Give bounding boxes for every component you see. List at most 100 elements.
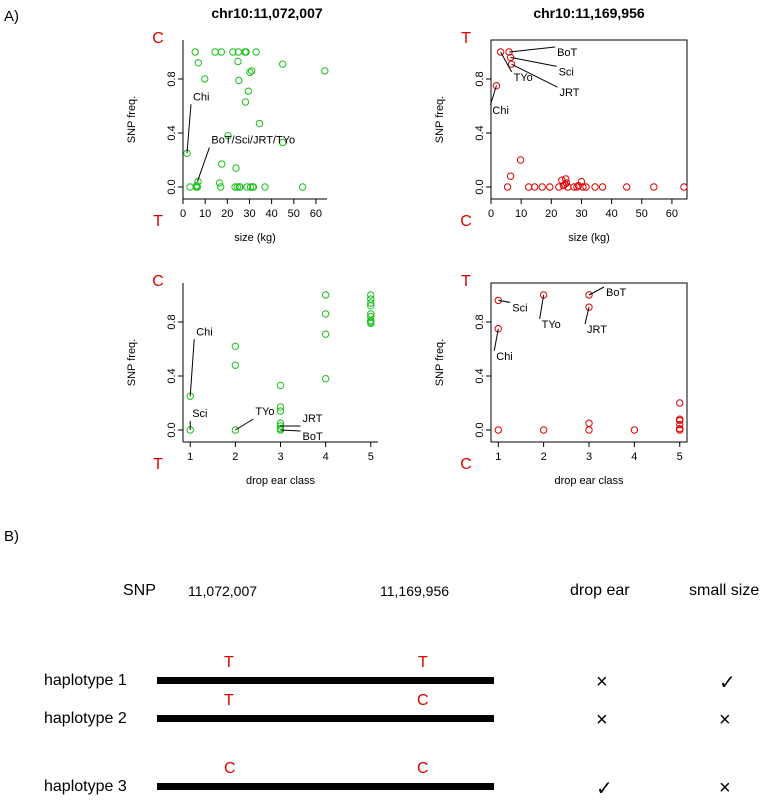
data-point bbox=[585, 419, 593, 427]
annotation-label: TYo bbox=[514, 72, 533, 84]
data-point bbox=[585, 291, 593, 299]
chart-size-snp2: chr10:11,169,956 0 10 20 30 40 50 60 0.0 0.4 0.8 si… bbox=[434, 5, 688, 244]
y-tick-label: 0.0 bbox=[474, 422, 486, 437]
data-point bbox=[650, 183, 658, 191]
x-tick-label: 1 bbox=[495, 451, 501, 463]
y-tick-label: 0.8 bbox=[166, 71, 178, 86]
haplotype-2-allele-1: T bbox=[224, 692, 234, 709]
haplotype-3-bar bbox=[157, 783, 494, 790]
y-tick-label: 0.0 bbox=[474, 179, 486, 194]
data-point bbox=[217, 48, 226, 56]
annotation-leader bbox=[588, 286, 605, 296]
haplotype-1-small-size-mark: ✓ bbox=[719, 672, 736, 694]
x-axis-label: drop ear class bbox=[246, 475, 316, 487]
annotation-label: TYo bbox=[255, 406, 274, 418]
haplotype-2-small-size-mark: × bbox=[719, 709, 731, 731]
x-tick-label: 10 bbox=[199, 208, 211, 220]
bottom-allele-label: T bbox=[153, 456, 163, 473]
data-point bbox=[585, 303, 593, 311]
annotation-leader bbox=[498, 299, 511, 303]
data-point bbox=[680, 183, 688, 191]
x-tick-label: 50 bbox=[288, 208, 300, 220]
data-point bbox=[585, 426, 593, 434]
data-point bbox=[186, 183, 194, 191]
panel-b-label: B) bbox=[4, 528, 19, 545]
data-point bbox=[516, 156, 525, 164]
x-tick-label: 60 bbox=[310, 208, 322, 220]
data-point bbox=[321, 375, 330, 383]
data-point bbox=[367, 302, 375, 310]
data-point bbox=[555, 183, 563, 191]
data-point bbox=[506, 172, 515, 180]
y-tick-label: 0.8 bbox=[474, 71, 486, 86]
plot-frame bbox=[490, 39, 688, 200]
data-point bbox=[276, 403, 285, 411]
data-point bbox=[676, 426, 684, 434]
panel-a-label: A) bbox=[4, 8, 19, 25]
x-tick-label: 0 bbox=[488, 208, 494, 220]
data-point bbox=[321, 291, 330, 299]
x-tick-label: 40 bbox=[265, 208, 277, 220]
x-tick-label: 30 bbox=[575, 208, 587, 220]
data-point bbox=[234, 57, 242, 66]
data-point bbox=[241, 98, 250, 106]
data-point bbox=[261, 183, 269, 191]
annotation-leader bbox=[489, 85, 497, 105]
y-tick-label: 0.4 bbox=[474, 368, 486, 383]
bottom-allele-label: C bbox=[460, 213, 472, 230]
haplotype-2-bar bbox=[157, 715, 494, 722]
y-axis-label: SNP freq. bbox=[434, 339, 446, 387]
data-point bbox=[252, 48, 260, 56]
x-tick-label: 0 bbox=[180, 208, 186, 220]
haplotype-1-label: haplotype 1 bbox=[44, 672, 127, 689]
x-tick-label: 30 bbox=[243, 208, 255, 220]
top-allele-label: C bbox=[152, 273, 164, 290]
snp-pos1-header: 11,072,007 bbox=[188, 583, 258, 599]
annotation-leader bbox=[186, 104, 192, 154]
data-point bbox=[321, 67, 329, 75]
annotation-label: JRT bbox=[587, 324, 607, 336]
data-point bbox=[367, 299, 375, 307]
data-point bbox=[278, 60, 287, 68]
data-point bbox=[247, 67, 256, 75]
data-point bbox=[494, 325, 502, 333]
haplotype-1-allele-1: T bbox=[224, 654, 234, 671]
x-tick-label: 5 bbox=[677, 451, 683, 463]
annotation-leader bbox=[584, 307, 590, 325]
data-point bbox=[570, 183, 578, 191]
snp-header: SNP bbox=[123, 582, 156, 599]
x-axis-label: size (kg) bbox=[234, 232, 276, 244]
data-point bbox=[577, 177, 586, 186]
top-allele-label: T bbox=[461, 273, 471, 290]
annotation-label: BoT bbox=[606, 287, 626, 299]
haplotype-3-small-size-mark: × bbox=[719, 777, 731, 799]
data-point bbox=[242, 48, 250, 56]
drop-ear-header: drop ear bbox=[570, 582, 630, 599]
data-point bbox=[531, 183, 539, 191]
y-axis-label: SNP freq. bbox=[126, 339, 138, 387]
y-tick-label: 0.8 bbox=[166, 314, 178, 329]
x-tick-label: 20 bbox=[545, 208, 557, 220]
data-point bbox=[562, 175, 570, 183]
data-point bbox=[194, 59, 202, 67]
x-tick-label: 2 bbox=[232, 451, 238, 463]
data-point bbox=[367, 291, 375, 299]
x-tick-label: 40 bbox=[605, 208, 617, 220]
haplotype-1-allele-2: T bbox=[418, 654, 428, 671]
data-point bbox=[249, 183, 258, 191]
data-point bbox=[367, 319, 375, 328]
data-point bbox=[236, 183, 244, 191]
data-point bbox=[622, 183, 631, 191]
x-tick-label: 3 bbox=[586, 451, 592, 463]
x-axis-label: drop ear class bbox=[554, 475, 624, 487]
annotation-label: Sci bbox=[512, 302, 527, 314]
data-point bbox=[503, 183, 512, 191]
x-tick-label: 3 bbox=[277, 451, 283, 463]
chart-size-snp1: chr10:11,072,007 0 10 20 30 40 50 60 0.0 0.4 0.8 si… bbox=[126, 5, 329, 244]
data-point bbox=[201, 75, 209, 83]
data-point bbox=[298, 183, 307, 191]
annotation-label: TYo bbox=[542, 319, 561, 331]
x-tick-label: 2 bbox=[541, 451, 547, 463]
data-point bbox=[591, 183, 599, 191]
y-tick-label: 0.4 bbox=[166, 125, 178, 140]
